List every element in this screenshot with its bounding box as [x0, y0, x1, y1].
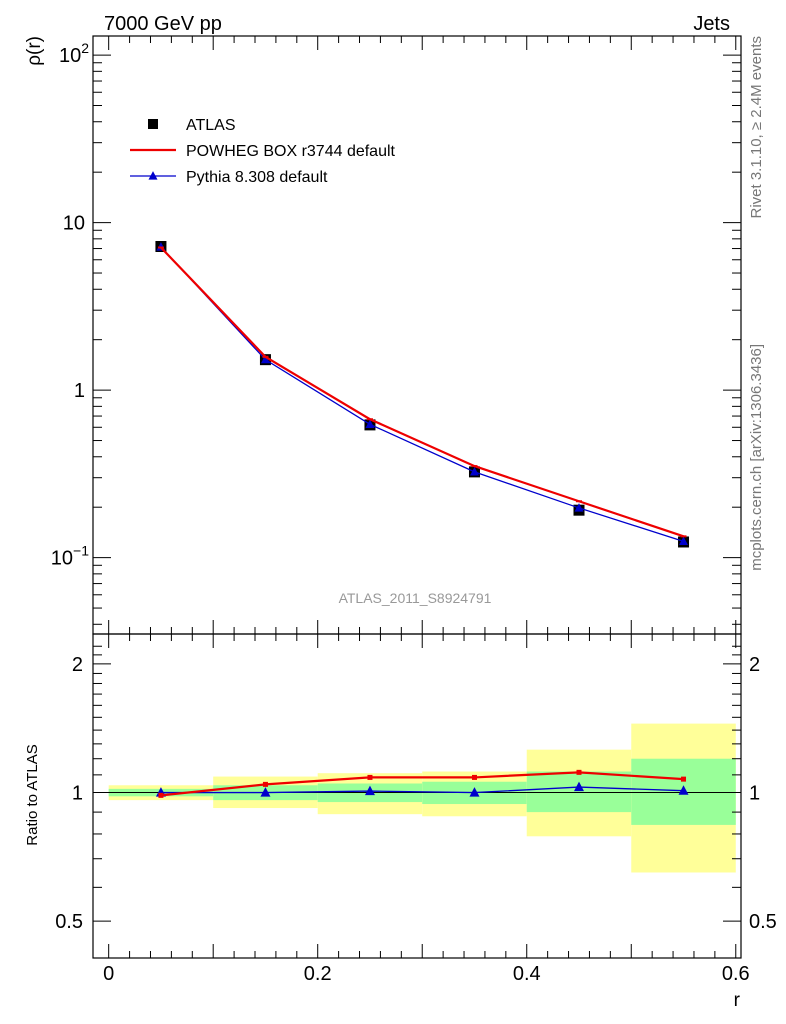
legend-label-2: Pythia 8.308 default: [186, 169, 328, 186]
x-axis-label: r: [734, 990, 741, 1011]
main-y-tick-label: 10: [63, 213, 85, 235]
legend: ATLAS POWHEG BOX r3744 default Pythia 8.30…: [130, 117, 396, 186]
x-tick-label: 0.6: [722, 963, 750, 985]
ratio-powheg-point-5: [681, 776, 687, 782]
ratio-pythia-point-5: [678, 785, 689, 795]
main-y-axis-label: ρ(r): [24, 36, 45, 66]
ratio-powheg-point-0: [158, 792, 164, 798]
rivet-label: Rivet 3.1.10, ≥ 2.4M events: [748, 36, 765, 219]
ratio-pythia-line: [160, 786, 684, 794]
main-y-tick-label: 10−1: [51, 543, 89, 570]
analysis-label: ATLAS_2011_S8924791: [339, 590, 492, 606]
legend-label-1: POWHEG BOX r3744 default: [186, 143, 396, 160]
ratio-powheg-point-2: [367, 774, 373, 780]
ratio-y-tick-label: 2: [72, 654, 83, 676]
ratio-y-tick-label-right: 2: [749, 654, 760, 676]
x-tick-label: 0: [103, 963, 114, 985]
pythia-point-5: [679, 536, 689, 546]
header-right: Jets: [693, 13, 730, 35]
main-y-tick-label: 102: [59, 40, 89, 67]
legend-pythia-marker: [148, 171, 158, 180]
legend-label-0: ATLAS: [186, 117, 236, 134]
powheg-line: [160, 246, 684, 538]
main-y-tick-label: 1: [74, 380, 85, 402]
pythia-point-2: [365, 419, 375, 428]
ratio-powheg-point-1: [262, 781, 268, 787]
data-marks: [155, 240, 690, 798]
legend-atlas-marker: [148, 119, 158, 129]
ratio-y-tick-label-right: 0.5: [749, 911, 777, 933]
green-band-4: [526, 771, 632, 813]
pythia-point-4: [574, 503, 584, 512]
ratio-y-tick-label: 0.5: [55, 911, 83, 933]
ratio-y-tick-label: 1: [72, 783, 83, 805]
tick-labels: 10−1 1 10 102 0.5 0.5 1 1 2 2 0 0.2 0.4 0.6: [51, 40, 777, 985]
ratio-pythia-point-1: [260, 787, 271, 797]
ratio-y-tick-label-right: 1: [749, 783, 760, 805]
pythia-point-1: [260, 354, 270, 364]
ratio-pythia-point-3: [469, 787, 480, 797]
x-tick-label: 0.4: [513, 963, 541, 985]
header-left: 7000 GeV pp: [104, 13, 222, 35]
ratio-powheg-point-3: [471, 774, 477, 780]
ratio-powheg-line: [160, 771, 684, 797]
ratio-y-axis-label: Ratio to ATLAS: [24, 744, 41, 845]
x-tick-label: 0.2: [304, 963, 332, 985]
ratio-pythia-point-4: [574, 781, 584, 792]
ratio-powheg-point-4: [576, 769, 582, 775]
ratio-frame: [92, 633, 742, 959]
axis-ticks: [92, 35, 742, 959]
ratio-pythia-point-2: [364, 785, 375, 796]
pythia-line: [160, 246, 684, 543]
uncertainty-bands: [108, 723, 736, 873]
pythia-point-3: [469, 467, 479, 476]
mcplots-label: mcplots.cern.ch [arXiv:1306.3436]: [748, 344, 765, 571]
